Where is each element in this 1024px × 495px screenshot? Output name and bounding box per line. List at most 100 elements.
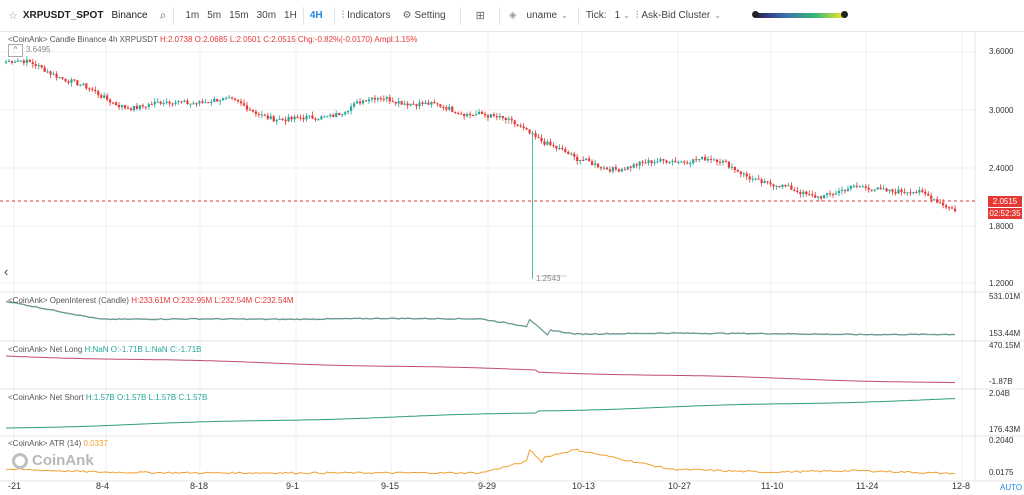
candle-body xyxy=(781,184,784,187)
candle-body xyxy=(718,161,722,163)
favorite-star-icon[interactable]: ☆ xyxy=(8,10,18,22)
candle-body xyxy=(489,114,493,118)
candle-body xyxy=(67,81,70,83)
candle-body xyxy=(189,103,192,105)
candle-body xyxy=(117,105,121,108)
candle-body xyxy=(406,103,409,106)
chart-canvas[interactable] xyxy=(0,32,1024,495)
auto-scale-button[interactable]: AUTO xyxy=(1000,483,1023,492)
interval-5m[interactable]: 5m xyxy=(207,10,222,21)
candle-body xyxy=(906,192,909,194)
scroll-left-chevron-icon[interactable]: ‹ xyxy=(4,264,9,279)
search-icon[interactable]: ⌕ xyxy=(159,8,167,22)
interval-4h[interactable]: 4H xyxy=(309,10,323,21)
candle-body xyxy=(287,116,290,122)
candle-body xyxy=(939,202,942,204)
candle-body xyxy=(299,117,302,119)
slider-right-handle[interactable] xyxy=(840,11,848,18)
candle-body xyxy=(834,193,838,195)
candle-body xyxy=(748,176,751,180)
candle-body xyxy=(156,101,159,103)
candle-body xyxy=(4,61,8,63)
candle-body xyxy=(302,117,305,120)
time-tick-label: 10-13 xyxy=(572,481,596,491)
tick-select[interactable]: 1 xyxy=(614,10,621,21)
candle-body xyxy=(721,160,725,163)
candle-body xyxy=(787,185,790,187)
candle-body xyxy=(638,161,641,166)
candle-body xyxy=(546,141,549,145)
candle-body xyxy=(689,163,692,165)
atr-line xyxy=(6,448,956,475)
netshort-line xyxy=(6,398,956,429)
candle-body xyxy=(802,191,805,195)
candle-body xyxy=(573,153,576,157)
interval-15m[interactable]: 15m xyxy=(229,10,249,21)
slider-left-handle[interactable] xyxy=(751,11,759,18)
candle-body xyxy=(159,101,162,104)
interval-1m[interactable]: 1m xyxy=(185,10,200,21)
candle-body xyxy=(100,95,103,98)
candle-body xyxy=(498,116,501,118)
color-gradient-slider[interactable] xyxy=(751,0,848,32)
candle-body xyxy=(275,119,278,122)
candle-body xyxy=(376,98,379,100)
candle-body xyxy=(897,189,900,194)
candle-body xyxy=(183,100,186,102)
interval-1h[interactable]: 1H xyxy=(284,10,297,21)
time-tick-label: 11-10 xyxy=(761,481,784,491)
interval-selector: 1m 5m 15m 30m 1H 4H xyxy=(181,0,326,32)
gear-icon[interactable]: ⚙ xyxy=(402,10,412,21)
candle-body xyxy=(245,105,249,110)
interval-30m[interactable]: 30m xyxy=(256,10,277,21)
cluster-chevron-down-icon[interactable]: ⌄ xyxy=(714,11,721,20)
candle-body xyxy=(260,114,263,116)
candle-body xyxy=(329,114,332,117)
setting-button[interactable]: Setting xyxy=(414,10,446,21)
candle-body xyxy=(355,101,359,104)
candle-body xyxy=(840,189,844,191)
symbol-name[interactable]: XRPUSDT_SPOT xyxy=(22,10,104,21)
candle-body xyxy=(391,101,394,103)
candle-body xyxy=(388,97,391,102)
candle-body xyxy=(49,71,52,75)
candle-body xyxy=(790,185,793,190)
user-chevron-down-icon[interactable]: ⌄ xyxy=(561,11,568,20)
candle-body xyxy=(537,136,540,138)
candle-body xyxy=(466,113,469,117)
candle-body xyxy=(55,73,58,78)
layout-grid-icon[interactable]: ⊞ xyxy=(475,10,485,22)
candle-body xyxy=(683,161,686,163)
candle-body xyxy=(817,196,820,198)
candle-body xyxy=(701,156,704,160)
candle-body xyxy=(436,103,439,105)
candle-body xyxy=(352,103,356,107)
tick-chevron-down-icon[interactable]: ⌄ xyxy=(623,11,630,20)
candle-body xyxy=(558,147,561,149)
candle-body xyxy=(195,103,198,105)
candle-body xyxy=(61,77,64,79)
candle-body xyxy=(213,98,216,102)
user-name[interactable]: uname xyxy=(526,10,558,21)
candle-body xyxy=(590,161,594,165)
candle-body xyxy=(350,106,353,111)
collapse-toggle-icon[interactable]: ^ xyxy=(8,44,23,57)
candle-body xyxy=(31,62,34,65)
netlong-legend: <CoinAnk> Net Long H:NaN O:-1.71B L:NaN … xyxy=(8,345,202,354)
candle-body xyxy=(46,71,49,73)
candle-body xyxy=(653,162,656,164)
candle-body xyxy=(570,153,573,155)
price-tick: 2.4000 xyxy=(989,164,1014,173)
cluster-select[interactable]: Ask-Bid Cluster xyxy=(641,10,711,21)
indicators-icon[interactable]: ⫶ xyxy=(341,10,345,21)
netshort-legend: <CoinAnk> Net Short H:1.57B O:1.57B L:1.… xyxy=(8,393,208,402)
candle-body xyxy=(269,116,272,119)
candle-body xyxy=(617,169,620,172)
candle-body xyxy=(7,60,11,62)
candle-body xyxy=(656,161,659,163)
candle-body xyxy=(22,60,25,63)
candle-body xyxy=(323,116,326,118)
indicators-button[interactable]: Indicators xyxy=(347,10,391,21)
candle-body xyxy=(576,156,579,162)
price-tick: 1.2000 xyxy=(989,279,1014,288)
